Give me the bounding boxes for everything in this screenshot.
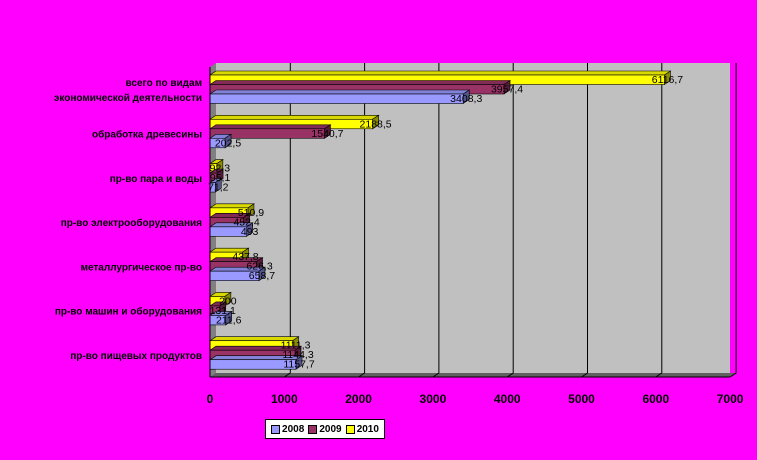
data-label: 1144,3: [282, 349, 313, 361]
data-label: 92,3: [210, 163, 231, 175]
data-label: 200: [219, 295, 237, 307]
legend: 2008 2009 2010: [265, 419, 385, 439]
data-label: 95,1: [210, 172, 231, 184]
data-label: 437,8: [232, 251, 258, 263]
data-label: 202,5: [215, 137, 241, 149]
category-label: пр-во электрооборудования: [61, 217, 202, 229]
data-label: 658,7: [249, 270, 275, 282]
bar-2008: [209, 222, 254, 237]
bars: [209, 70, 672, 370]
grid-line: [506, 63, 514, 378]
x-tick-label: 5000: [568, 392, 595, 406]
data-label: 211,6: [216, 314, 242, 326]
bar-2009: [209, 257, 264, 272]
x-tick-label: 0: [207, 392, 214, 406]
legend-item-2010: 2010: [345, 423, 379, 435]
category-label: пр-во пара и воды: [110, 174, 202, 185]
bar-2010: [209, 336, 300, 351]
grid-line: [581, 63, 588, 378]
x-tick-label: 2000: [345, 392, 372, 406]
category-label: пр-во пищевых продуктов: [70, 351, 202, 362]
legend-swatch-2009: [308, 424, 318, 434]
data-label: 1540,7: [311, 128, 343, 140]
bar-2008: [209, 89, 471, 105]
data-label: 3957,4: [491, 84, 523, 96]
category-labels: пр-во пищевых продуктов пр-во машин и обо…: [54, 78, 202, 362]
category-label: обработка древесины: [92, 129, 202, 141]
data-label: 510,9: [238, 207, 264, 219]
x-tick-labels: 0 1000 2000 3000 4000 5000 6000 7000: [207, 392, 744, 406]
legend-swatch-2008: [271, 424, 281, 434]
grid-line: [729, 63, 737, 378]
bar-2008: [209, 266, 266, 282]
x-tick-label: 4000: [494, 392, 521, 406]
category-label: всего по видам: [126, 78, 202, 89]
category-label: металлургическое пр-во: [81, 262, 202, 273]
data-label: 1111,3: [281, 340, 311, 352]
grid-line: [284, 63, 291, 378]
bar-2009: [209, 79, 512, 95]
data-label: 1157,7: [283, 359, 314, 371]
legend-label-2010: 2010: [356, 423, 379, 435]
legend-swatch-2010: [345, 424, 355, 434]
bar-2010: [209, 203, 255, 218]
legend-item-2009: 2009: [308, 423, 342, 435]
data-label: 6116,7: [652, 74, 683, 86]
x-tick-label: 7000: [717, 392, 744, 406]
grid-line: [432, 63, 440, 378]
data-label: 452,4: [233, 216, 259, 228]
plot-area: [216, 63, 730, 373]
grid-line: [358, 63, 366, 378]
data-label: 626,3: [246, 261, 272, 273]
legend-label-2009: 2009: [319, 423, 342, 435]
bar-2009: [209, 124, 332, 139]
data-label: 2188,5: [360, 118, 392, 130]
data-label: 493: [241, 226, 259, 238]
data-label: 3408,3: [450, 93, 482, 105]
data-label: 131,1: [210, 305, 236, 317]
legend-label-2008: 2008: [282, 423, 305, 435]
plot-floor: [210, 373, 736, 377]
x-tick-label: 3000: [420, 392, 447, 406]
bar-2008: [209, 178, 223, 193]
grid-lines: [284, 63, 737, 378]
x-tick-label: 1000: [271, 392, 298, 406]
legend-item-2008: 2008: [271, 424, 304, 435]
data-label: 71,2: [208, 182, 229, 194]
category-label: экономической деятельности: [54, 93, 202, 104]
x-tick-label: 6000: [642, 392, 669, 406]
grid-line: [655, 63, 663, 378]
category-label: пр-во машин и оборудования: [55, 306, 202, 318]
